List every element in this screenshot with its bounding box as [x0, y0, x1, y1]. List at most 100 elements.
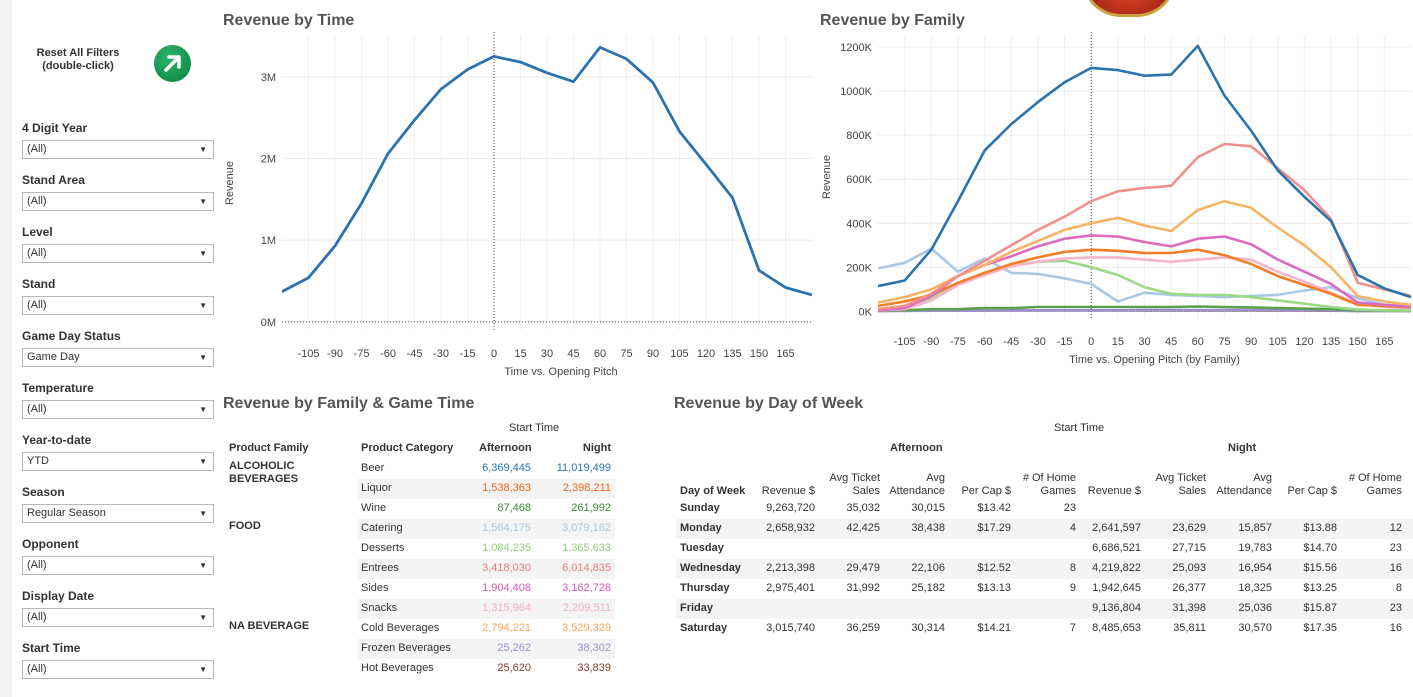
filter-label: Display Date: [22, 589, 95, 603]
dow-value-cell: $17.29: [977, 522, 1011, 534]
filter-value: YTD: [27, 455, 49, 467]
dow-value-cell: 29,479: [846, 562, 880, 574]
filter-dropdown[interactable]: (All) ▼: [22, 608, 214, 627]
day-cell: Monday: [680, 522, 722, 534]
dropdown-arrow-icon[interactable]: ▼: [199, 301, 207, 310]
dropdown-arrow-icon[interactable]: ▼: [199, 405, 207, 414]
afternoon-cell: 2,794,221: [482, 622, 531, 634]
y-tick-label: 3M: [261, 72, 276, 84]
x-tick-label: -45: [407, 348, 423, 360]
night-cell: 2,398,211: [562, 482, 611, 494]
filter-dropdown[interactable]: Game Day ▼: [22, 348, 214, 367]
revenue-by-time-chart[interactable]: 0M 1M 2M 3M -105 -90 -75 -60 -45 -30 -15 0 15 30 45 60 7…: [222, 32, 814, 384]
dow-col-header: Sales: [852, 485, 880, 497]
filter-label: Stand: [22, 277, 56, 291]
series-line-entrees[interactable]: [878, 142, 1411, 311]
filter-dropdown[interactable]: (All) ▼: [22, 140, 214, 159]
filter-dropdown[interactable]: (All) ▼: [22, 556, 214, 575]
filter-label: Temperature: [22, 381, 94, 395]
dow-col-header: Sales: [1178, 485, 1206, 497]
dow-col-header-top: Avg: [926, 472, 945, 484]
product-category-header: Product Category: [361, 442, 454, 454]
family-label: ALCOHOLIC BEVERAGES: [229, 460, 299, 485]
dow-table-title: Revenue by Day of Week: [674, 395, 864, 412]
reset-filters-label[interactable]: Reset All Filters (double-click): [22, 47, 134, 73]
category-cell: Entrees: [361, 562, 399, 574]
left-edge-bar: [0, 0, 12, 697]
afternoon-cell: 1,538,363: [482, 482, 531, 494]
night-header: Night: [582, 442, 611, 454]
revenue-by-family-chart[interactable]: 0K 200K 400K 600K 800K 1000K 1200K -105 -90 -75 -6…: [818, 32, 1413, 384]
x-tick-label: -45: [1003, 336, 1019, 348]
x-tick-label: 45: [567, 348, 579, 360]
dow-value-cell: 2,213,398: [766, 562, 815, 574]
x-tick-label: -30: [433, 348, 449, 360]
x-tick-label: -90: [923, 336, 939, 348]
dow-value-cell: 9,136,804: [1092, 602, 1141, 614]
x-tick-label: 105: [670, 348, 688, 360]
category-cell: Frozen Beverages: [361, 642, 451, 654]
dropdown-arrow-icon[interactable]: ▼: [199, 197, 207, 206]
filter-dropdown[interactable]: (All) ▼: [22, 296, 214, 315]
row-band: [357, 519, 615, 539]
dow-value-cell: 35,032: [846, 502, 880, 514]
afternoon-cell: 1,084,235: [482, 542, 531, 554]
x-tick-label: 45: [1165, 336, 1177, 348]
series-line-alcoholic-beverages[interactable]: [878, 248, 1411, 309]
night-cell: 1,365,633: [562, 542, 611, 554]
filter-dropdown[interactable]: (All) ▼: [22, 244, 214, 263]
x-tick-label: 120: [1295, 336, 1313, 348]
filter-label: Game Day Status: [22, 329, 121, 343]
filter-dropdown[interactable]: (All) ▼: [22, 660, 214, 679]
x-axis-label: Time vs. Opening Pitch (by Family): [1069, 354, 1240, 366]
dow-col-header: Attendance: [889, 485, 945, 497]
category-cell: Liquor: [361, 482, 392, 494]
x-axis-label: Time vs. Opening Pitch: [504, 366, 617, 378]
filter-dropdown[interactable]: (All) ▼: [22, 400, 214, 419]
night-cell: 3,079,162: [562, 522, 611, 534]
dow-value-cell: 35,811: [1173, 622, 1206, 634]
dow-value-cell: $15.87: [1303, 602, 1337, 614]
afternoon-cell: 1,904,408: [482, 582, 531, 594]
dow-value-cell: 30,015: [911, 502, 945, 514]
x-tick-label: 165: [1375, 336, 1393, 348]
dropdown-arrow-icon[interactable]: ▼: [199, 249, 207, 258]
x-tick-label: -60: [977, 336, 993, 348]
row-band: [357, 559, 615, 579]
filter-dropdown[interactable]: YTD ▼: [22, 452, 214, 471]
day-cell: Saturday: [680, 622, 728, 634]
dropdown-arrow-icon[interactable]: ▼: [199, 561, 207, 570]
filter-dropdown[interactable]: (All) ▼: [22, 192, 214, 211]
day-cell: Wednesday: [680, 562, 741, 574]
dropdown-arrow-icon[interactable]: ▼: [199, 145, 207, 154]
dropdown-arrow-icon[interactable]: ▼: [199, 665, 207, 674]
dropdown-arrow-icon[interactable]: ▼: [199, 613, 207, 622]
series-line-snacks[interactable]: [878, 256, 1411, 312]
dow-value-cell: 27,715: [1172, 542, 1206, 554]
category-cell: Desserts: [361, 542, 405, 554]
series-line-wine[interactable]: [878, 305, 1411, 312]
dow-value-cell: $12.52: [977, 562, 1011, 574]
dow-value-cell: 23: [1389, 542, 1402, 554]
series-line-revenue[interactable]: [282, 45, 812, 297]
x-tick-label: 15: [1112, 336, 1124, 348]
day-of-week-header: Day of Week: [680, 485, 746, 497]
afternoon-cell: 87,468: [497, 502, 531, 514]
filter-dropdown[interactable]: Regular Season ▼: [22, 504, 214, 523]
reset-arrow-icon[interactable]: [154, 45, 191, 82]
dropdown-arrow-icon[interactable]: ▼: [199, 509, 207, 518]
dropdown-arrow-icon[interactable]: ▼: [199, 457, 207, 466]
dow-value-cell: 4: [1069, 522, 1076, 534]
product-family-header: Product Family: [229, 442, 309, 454]
x-tick-label: 0: [1088, 336, 1094, 348]
family-label: NA BEVERAGE: [229, 620, 310, 632]
dow-value-cell: 7: [1069, 622, 1076, 634]
series-line-frozen-beverages[interactable]: [878, 308, 1411, 313]
night-cell: 11,019,499: [556, 462, 611, 474]
afternoon-cell: 1,315,964: [482, 602, 531, 614]
family-table-title: Revenue by Family & Game Time: [223, 395, 475, 412]
dow-value-cell: 38,438: [911, 522, 945, 534]
dropdown-arrow-icon[interactable]: ▼: [199, 353, 207, 362]
series-line-food[interactable]: [878, 44, 1411, 299]
dow-value-cell: 30,570: [1238, 622, 1272, 634]
